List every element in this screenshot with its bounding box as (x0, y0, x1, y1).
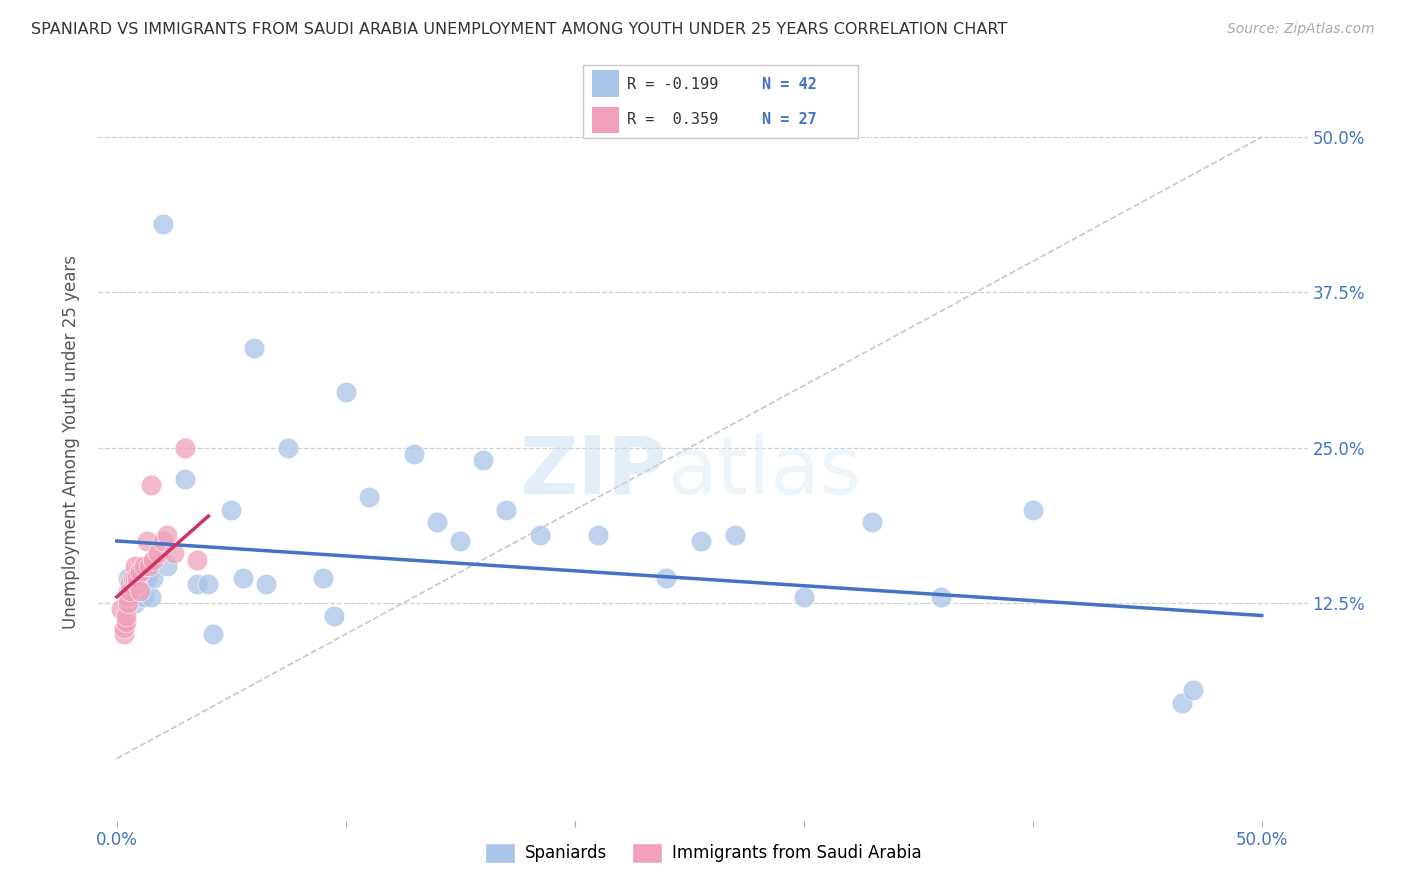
Point (186, 552, 208, 566)
Point (335, 384, 357, 399)
Point (128, 565, 150, 579)
Point (793, 590, 815, 604)
Point (312, 571, 335, 585)
Point (117, 583, 139, 598)
Point (219, 503, 242, 517)
Point (128, 577, 150, 591)
Point (724, 528, 747, 542)
Point (115, 615, 138, 629)
Point (174, 441, 197, 455)
Point (117, 571, 139, 585)
Point (152, 217, 174, 231)
Point (134, 558, 156, 573)
Point (110, 602, 132, 616)
Bar (592, 70, 619, 96)
Point (197, 577, 219, 591)
Text: R = -0.199: R = -0.199 (627, 78, 718, 93)
Text: N = 42: N = 42 (762, 78, 817, 93)
Legend: Spaniards, Immigrants from Saudi Arabia: Spaniards, Immigrants from Saudi Arabia (478, 837, 928, 869)
Point (655, 571, 678, 585)
Text: Source: ZipAtlas.com: Source: ZipAtlas.com (1227, 22, 1375, 37)
Point (127, 571, 149, 585)
Point (138, 558, 160, 573)
Y-axis label: Unemployment Among Youth under 25 years: Unemployment Among Youth under 25 years (62, 254, 80, 629)
Point (135, 571, 157, 585)
Point (117, 590, 139, 604)
Point (115, 608, 138, 623)
Point (135, 558, 157, 573)
Point (124, 558, 146, 573)
Point (174, 472, 197, 486)
Point (404, 447, 426, 461)
Point (156, 528, 179, 542)
Point (142, 552, 165, 566)
Point (112, 627, 135, 641)
Point (232, 571, 254, 585)
Point (586, 528, 609, 542)
Point (134, 590, 156, 604)
Point (121, 571, 143, 585)
Point (128, 583, 150, 598)
Point (186, 577, 208, 591)
Point (689, 533, 711, 548)
Text: atlas: atlas (666, 433, 860, 511)
Point (254, 577, 277, 591)
Point (449, 533, 471, 548)
Point (146, 546, 169, 560)
Point (277, 441, 299, 455)
Point (142, 571, 165, 585)
Point (112, 621, 135, 635)
Point (124, 596, 146, 610)
Point (134, 571, 156, 585)
Text: SPANIARD VS IMMIGRANTS FROM SAUDI ARABIA UNEMPLOYMENT AMONG YOUTH UNDER 25 YEARS: SPANIARD VS IMMIGRANTS FROM SAUDI ARABIA… (31, 22, 1007, 37)
Text: N = 27: N = 27 (762, 112, 817, 128)
Point (163, 546, 186, 560)
Point (929, 590, 952, 604)
Point (124, 571, 146, 585)
Point (1022, 503, 1045, 517)
Point (1170, 696, 1192, 710)
Point (495, 503, 517, 517)
Point (156, 558, 179, 573)
Point (201, 627, 224, 641)
Point (135, 533, 157, 548)
Point (1182, 683, 1205, 698)
Bar (592, 107, 619, 133)
Point (426, 516, 449, 530)
Point (120, 583, 142, 598)
Point (472, 453, 495, 467)
Point (117, 596, 139, 610)
Point (152, 533, 174, 548)
Point (139, 590, 162, 604)
Point (139, 478, 162, 492)
Text: R =  0.359: R = 0.359 (627, 112, 718, 128)
Point (243, 341, 266, 355)
Point (120, 577, 142, 591)
Point (357, 491, 380, 505)
Point (323, 608, 346, 623)
Point (529, 528, 551, 542)
Point (128, 565, 150, 579)
Point (862, 516, 884, 530)
Text: ZIP: ZIP (519, 433, 666, 511)
Point (127, 577, 149, 591)
